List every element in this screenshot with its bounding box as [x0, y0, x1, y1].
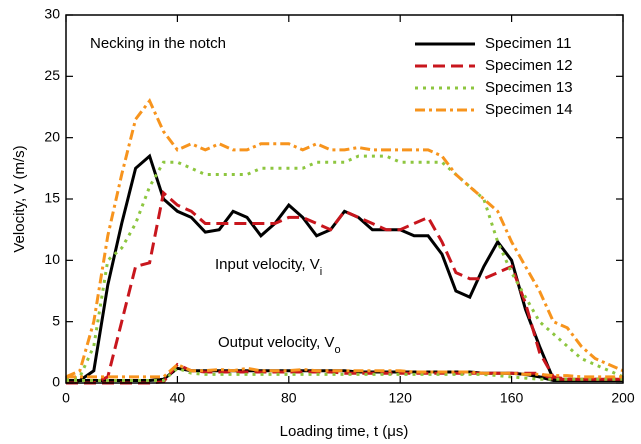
data-line [66, 362, 623, 379]
legend-label: Specimen 14 [485, 101, 573, 118]
y-tick-label: 5 [52, 312, 60, 328]
data-line [65, 153, 623, 385]
annotation-subscript: i [320, 266, 322, 278]
y-tick-label: 20 [44, 128, 60, 144]
x-tick-label: 160 [500, 390, 524, 406]
legend-label: Specimen 12 [485, 57, 573, 74]
data-line [66, 190, 623, 385]
annotation-text: Output velocity, V [218, 334, 334, 351]
y-tick-label: 0 [52, 374, 60, 390]
y-axis-label: Velocity, V (m/s) [11, 145, 28, 252]
x-tick-label: 0 [62, 390, 70, 406]
annotation-text: Input velocity, V [215, 256, 320, 273]
annotation: Output velocity, Vo [218, 334, 341, 356]
annotation-subscript: o [334, 344, 340, 356]
y-tick-label: 30 [44, 6, 60, 22]
legend-label: Specimen 11 [485, 35, 571, 52]
y-tick-label: 15 [44, 190, 60, 206]
y-tick-label: 25 [44, 67, 60, 83]
x-tick-label: 200 [611, 390, 635, 406]
annotation: Input velocity, Vi [215, 256, 322, 278]
x-tick-label: 120 [389, 390, 413, 406]
x-axis-label: Loading time, t (μs) [280, 423, 409, 440]
x-tick-label: 80 [281, 390, 297, 406]
annotation: Necking in the notch [90, 35, 226, 52]
y-tick-label: 10 [44, 251, 60, 267]
x-tick-label: 40 [170, 390, 186, 406]
legend-label: Specimen 13 [485, 79, 573, 96]
data-line [65, 97, 624, 379]
